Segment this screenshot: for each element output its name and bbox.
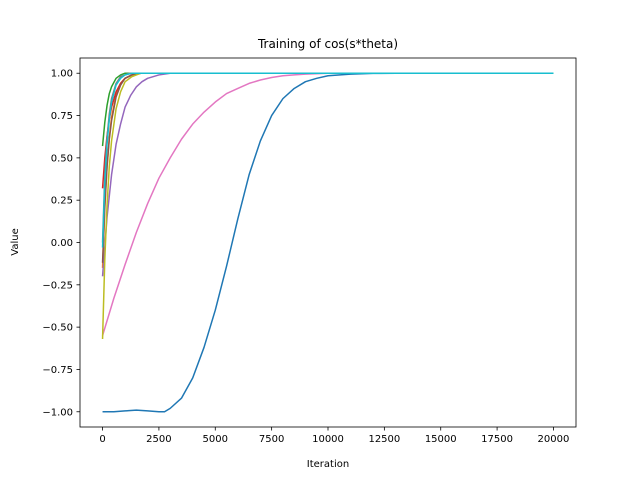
series-line-5 [101, 72, 554, 277]
series-line-7 [101, 72, 554, 336]
x-tick-label: 5000 [203, 434, 228, 445]
series-layer [101, 72, 554, 413]
y-tick-label: 1.00 [51, 69, 73, 80]
x-tick-label: 15000 [425, 434, 457, 445]
series-line-1 [102, 72, 554, 413]
x-tick-label: 12500 [368, 434, 400, 445]
x-tick-label: 20000 [538, 434, 570, 445]
x-tick-label: 7500 [259, 434, 284, 445]
x-tick-label: 17500 [481, 434, 513, 445]
y-tick-label: −1.00 [42, 407, 73, 418]
x-tick-label: 0 [99, 434, 105, 445]
x-axis-label: Iteration [307, 459, 349, 470]
y-tick-label: −0.25 [42, 280, 73, 291]
y-tick-label: 0.50 [51, 153, 73, 164]
y-tick-label: −0.75 [42, 365, 73, 376]
chart-title: Training of cos(s*theta) [257, 37, 398, 51]
x-tick-label: 10000 [312, 434, 344, 445]
x-axis: 0 2500 5000 7500 10000 12500 15000 17500 20000 [99, 427, 569, 445]
x-tick-label: 2500 [146, 434, 171, 445]
y-tick-label: 0.75 [51, 111, 73, 122]
y-axis-label: Value [10, 228, 21, 255]
series-line-10 [101, 72, 554, 248]
y-tick-label: −0.50 [42, 323, 73, 334]
y-tick-label: 0.25 [51, 196, 73, 207]
y-tick-label: 0.00 [51, 238, 73, 249]
y-axis: −1.00 −0.75 −0.50 −0.25 0.00 0.25 0.50 0.75 1.00 [42, 69, 80, 418]
